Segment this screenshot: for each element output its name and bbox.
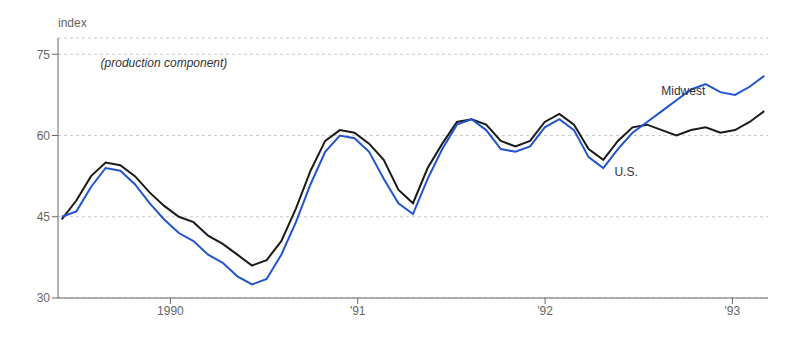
svg-text:'92: '92: [537, 304, 553, 318]
svg-text:Midwest: Midwest: [661, 84, 706, 98]
svg-text:U.S.: U.S.: [614, 165, 637, 179]
svg-text:30: 30: [37, 291, 51, 305]
svg-text:'93: '93: [725, 304, 741, 318]
svg-text:45: 45: [37, 210, 51, 224]
html-text:index: index: [58, 16, 87, 30]
html-text:(production component): (production component): [100, 56, 228, 71]
svg-text:1990: 1990: [157, 304, 184, 318]
svg-text:60: 60: [37, 129, 51, 143]
svg-text:'91: '91: [350, 304, 366, 318]
svg-text:75: 75: [37, 48, 51, 62]
